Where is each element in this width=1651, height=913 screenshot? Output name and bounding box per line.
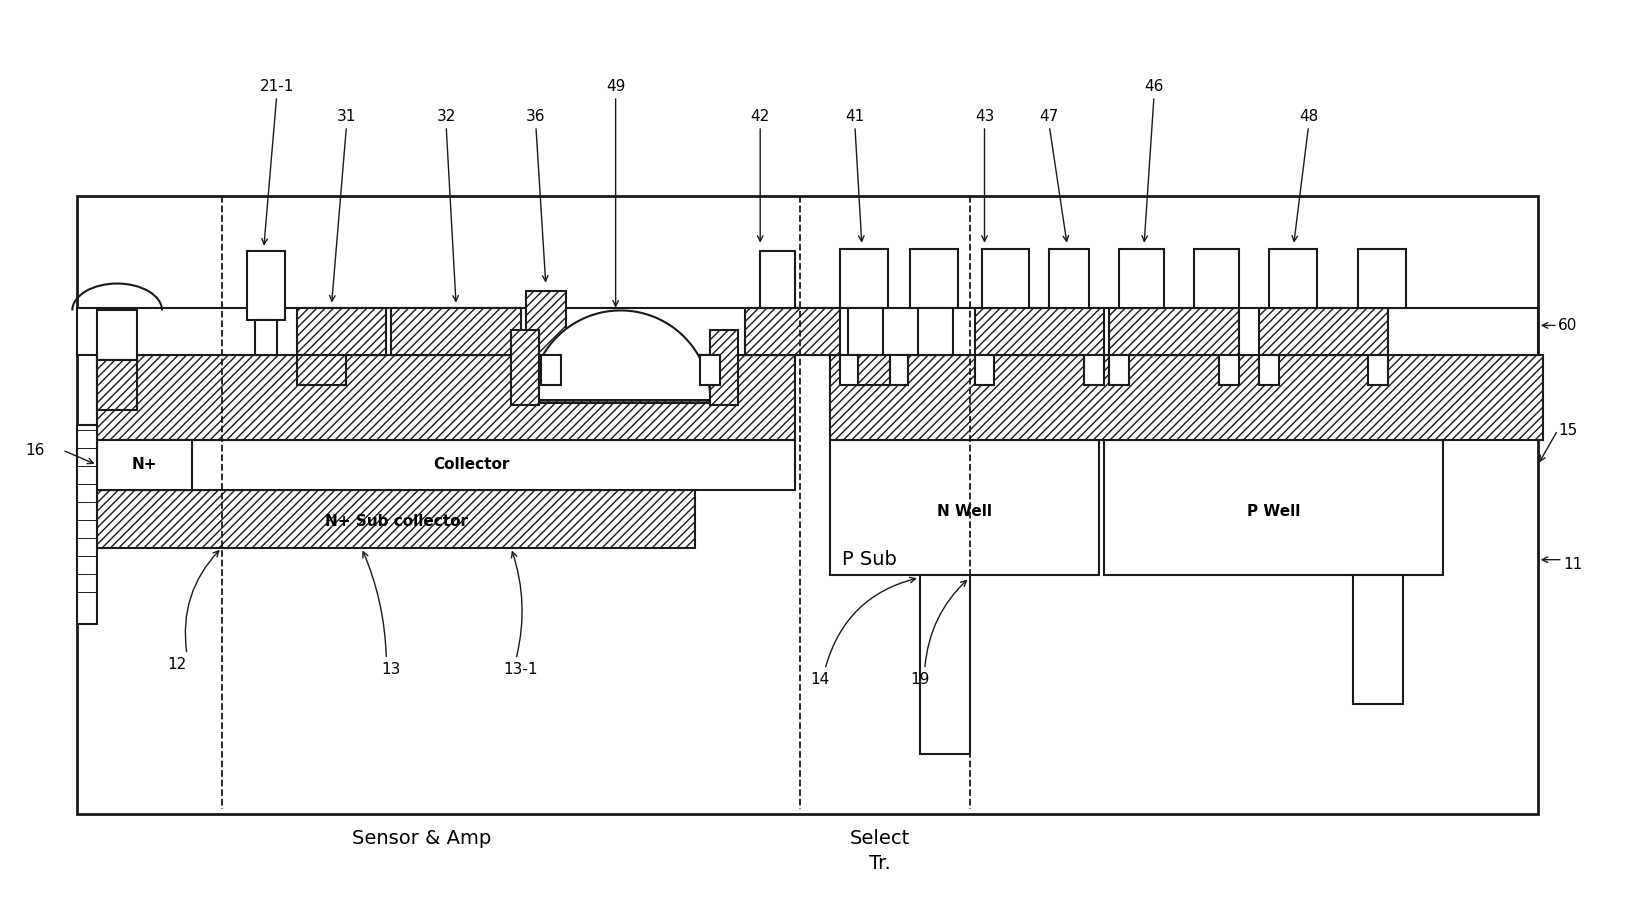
Bar — [982, 248, 1029, 309]
Text: 42: 42 — [751, 109, 769, 123]
Text: 60: 60 — [1559, 318, 1577, 333]
Bar — [1109, 355, 1129, 385]
Bar — [910, 248, 958, 309]
Bar — [1218, 355, 1238, 385]
Text: 16: 16 — [25, 443, 45, 457]
Text: 11: 11 — [1563, 557, 1582, 572]
Bar — [297, 355, 347, 385]
Bar — [745, 309, 840, 355]
Bar — [97, 440, 192, 490]
Text: Tr.: Tr. — [868, 855, 890, 873]
Bar — [830, 440, 1100, 574]
Bar — [542, 355, 561, 385]
Bar — [859, 355, 890, 385]
Bar — [1109, 309, 1238, 355]
Bar — [297, 309, 386, 355]
Text: N Well: N Well — [938, 504, 992, 519]
Bar — [840, 355, 859, 385]
Text: Collector: Collector — [433, 457, 509, 472]
Text: 13: 13 — [381, 662, 401, 677]
Text: 13-1: 13-1 — [504, 662, 538, 677]
Bar — [97, 310, 137, 361]
Bar — [1354, 574, 1403, 704]
Bar — [254, 320, 277, 355]
Bar — [849, 309, 883, 355]
Bar — [78, 425, 97, 624]
Bar — [78, 195, 1537, 813]
Bar — [700, 355, 720, 385]
Bar — [759, 251, 796, 309]
Bar — [537, 355, 710, 404]
Bar — [527, 290, 566, 355]
Bar — [1258, 355, 1278, 385]
Bar — [1268, 248, 1316, 309]
Text: P Well: P Well — [1247, 504, 1301, 519]
Text: Sensor & Amp: Sensor & Amp — [352, 829, 490, 848]
Bar — [890, 355, 908, 385]
Bar — [1359, 248, 1407, 309]
Bar — [840, 248, 888, 309]
Text: 48: 48 — [1299, 109, 1317, 123]
Text: 15: 15 — [1559, 423, 1577, 437]
Bar — [1258, 309, 1388, 355]
Bar — [830, 355, 1542, 440]
Text: P Sub: P Sub — [842, 551, 896, 569]
Text: 14: 14 — [811, 672, 830, 687]
Text: 41: 41 — [845, 109, 865, 123]
Bar — [918, 309, 953, 355]
Text: 12: 12 — [167, 656, 187, 672]
Text: N+ Sub collector: N+ Sub collector — [325, 514, 467, 530]
Bar — [510, 331, 538, 405]
Polygon shape — [532, 310, 710, 400]
Bar — [920, 574, 969, 754]
Bar — [974, 355, 994, 385]
Bar — [97, 490, 695, 548]
Bar — [1105, 440, 1443, 574]
Bar — [710, 331, 738, 405]
Bar — [1085, 355, 1105, 385]
Bar — [97, 440, 796, 490]
Bar — [97, 355, 796, 440]
Text: 43: 43 — [974, 109, 994, 123]
Text: 32: 32 — [436, 109, 456, 123]
Text: 49: 49 — [606, 79, 626, 94]
Bar — [391, 309, 522, 355]
Bar — [1369, 355, 1388, 385]
Bar — [97, 361, 137, 410]
Bar — [1119, 248, 1164, 309]
Bar — [246, 251, 284, 320]
Bar — [1050, 248, 1090, 309]
Bar — [1194, 248, 1238, 309]
Text: 36: 36 — [527, 109, 545, 123]
Text: 31: 31 — [337, 109, 357, 123]
Text: 21-1: 21-1 — [259, 79, 294, 94]
Text: 46: 46 — [1144, 79, 1164, 94]
Text: N+: N+ — [132, 457, 157, 472]
Text: Select: Select — [850, 829, 910, 848]
Text: 47: 47 — [1040, 109, 1058, 123]
Text: 19: 19 — [910, 672, 930, 687]
Bar — [78, 309, 1537, 355]
Bar — [974, 309, 1105, 355]
